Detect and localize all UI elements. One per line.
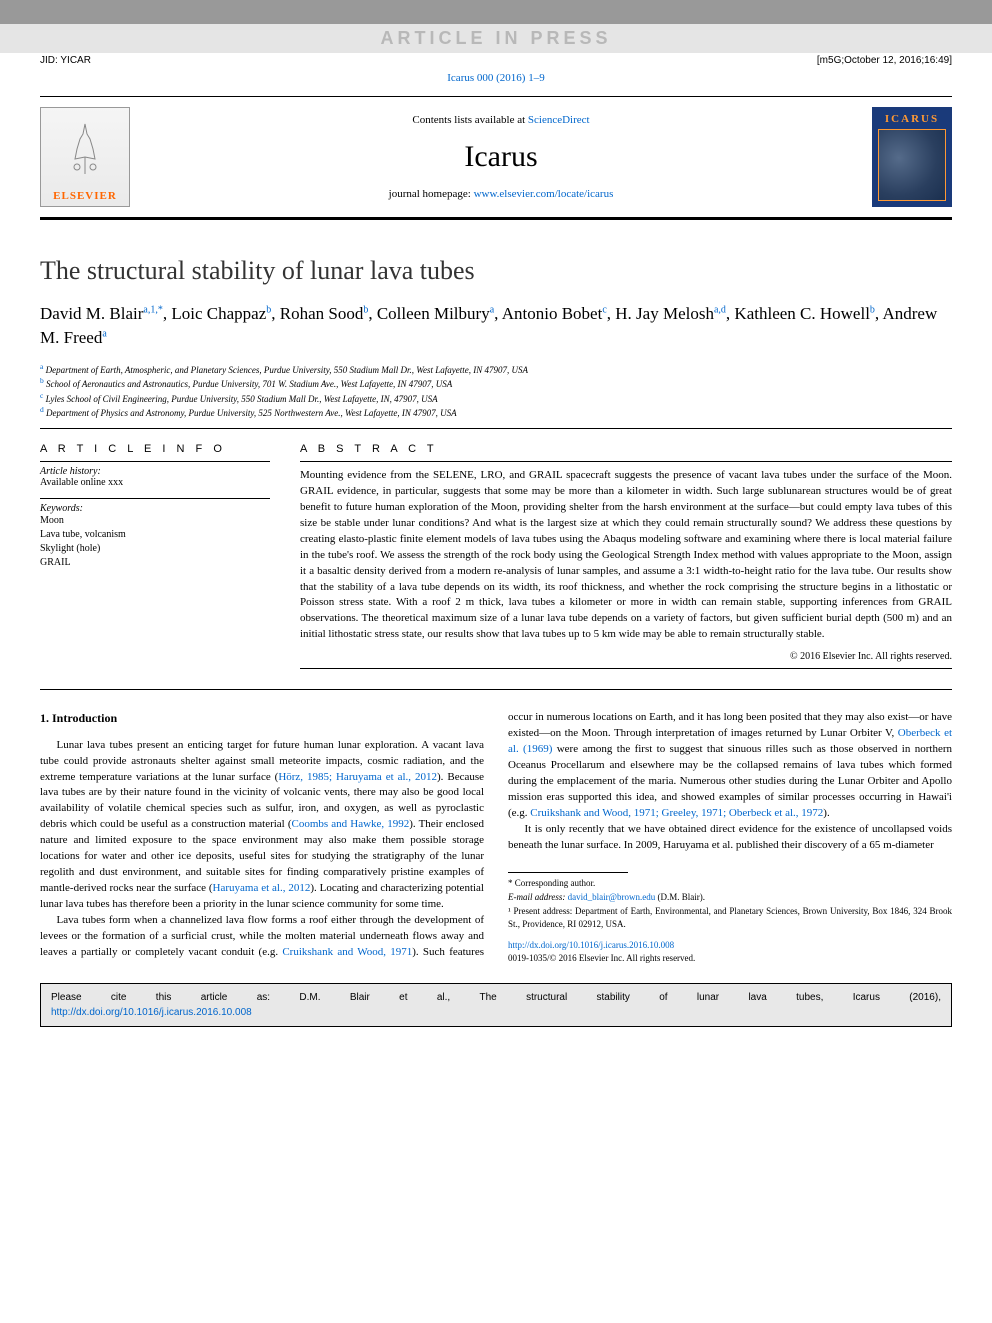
cover-title: ICARUS [885, 113, 939, 125]
issn-text: 0019-1035/© 2016 Elsevier Inc. All right… [508, 953, 695, 963]
para-1: Lunar lava tubes present an enticing tar… [40, 738, 484, 913]
abstract-text: Mounting evidence from the SELENE, LRO, … [300, 468, 952, 643]
cite-box: Please cite this article as: D.M. Blair … [40, 983, 952, 1027]
history-text: Available online xxx [40, 477, 270, 488]
cite-text: Please cite this article as: D.M. Blair … [51, 990, 941, 1005]
abstract: a b s t r a c t Mounting evidence from t… [300, 443, 952, 675]
journal-title: Icarus [130, 140, 872, 174]
body-text: 1. Introduction Lunar lava tubes present… [40, 710, 952, 965]
email-link[interactable]: david_blair@brown.edu [568, 892, 656, 902]
elsevier-logo: ELSEVIER [40, 107, 130, 207]
rule [40, 428, 952, 429]
elsevier-label: ELSEVIER [53, 190, 117, 206]
ref-link[interactable]: Hörz, 1985; Haruyama et al., 2012 [278, 771, 437, 783]
article-in-press-label: ARTICLE IN PRESS [380, 28, 611, 48]
para-3: It is only recently that we have obtaine… [508, 822, 952, 854]
jid-line: JID: YICAR [m5G;October 12, 2016;16:49] [0, 53, 992, 68]
journal-cover: ICARUS [872, 107, 952, 207]
copyright: © 2016 Elsevier Inc. All rights reserved… [300, 651, 952, 662]
ref-link[interactable]: Cruikshank and Wood, 1971 [282, 946, 412, 958]
authors: David M. Blaira,1,*, Loic Chappazb, Roha… [40, 302, 952, 350]
ref-link[interactable]: Haruyama et al., 2012 [213, 882, 311, 894]
present-address: ¹ Present address: Department of Earth, … [508, 905, 952, 931]
homepage-line: journal homepage: www.elsevier.com/locat… [130, 188, 872, 200]
contents-line: Contents lists available at ScienceDirec… [130, 114, 872, 126]
top-gray-bar [0, 0, 992, 24]
footnotes: * Corresponding author. E-mail address: … [508, 872, 952, 965]
history-label: Article history: [40, 466, 270, 477]
doi-link[interactable]: http://dx.doi.org/10.1016/j.icarus.2016.… [508, 940, 674, 950]
corresponding-author: * Corresponding author. [508, 877, 952, 890]
journal-header: ELSEVIER Contents lists available at Sci… [40, 96, 952, 220]
email-line: E-mail address: david_blair@brown.edu (D… [508, 891, 952, 904]
article-info-heading: a r t i c l e i n f o [40, 443, 270, 455]
homepage-pre: journal homepage: [389, 188, 474, 200]
sciencedirect-link[interactable]: ScienceDirect [528, 114, 590, 126]
jid-text: JID: YICAR [40, 55, 91, 66]
stamp-text: [m5G;October 12, 2016;16:49] [817, 55, 952, 66]
abstract-heading: a b s t r a c t [300, 443, 952, 455]
keywords-list: MoonLava tube, volcanismSkylight (hole)G… [40, 514, 270, 570]
top-citation-link[interactable]: Icarus 000 (2016) 1–9 [447, 72, 544, 84]
ref-link[interactable]: Cruikshank and Wood, 1971; Greeley, 1971… [530, 807, 823, 819]
homepage-link[interactable]: www.elsevier.com/locate/icarus [474, 188, 614, 200]
cite-doi-link[interactable]: http://dx.doi.org/10.1016/j.icarus.2016.… [51, 1007, 252, 1018]
rule [40, 689, 952, 690]
contents-pre: Contents lists available at [412, 114, 527, 126]
ref-link[interactable]: Coombs and Hawke, 1992 [292, 818, 410, 830]
article-info: a r t i c l e i n f o Article history: A… [40, 443, 270, 675]
article-in-press-band: ARTICLE IN PRESS [0, 24, 992, 53]
keywords-label: Keywords: [40, 503, 270, 514]
affiliations: a Department of Earth, Atmospheric, and … [40, 362, 952, 420]
paper-title: The structural stability of lunar lava t… [40, 256, 952, 286]
cover-image [878, 129, 946, 201]
top-citation: Icarus 000 (2016) 1–9 [0, 68, 992, 88]
elsevier-tree-icon [55, 108, 115, 190]
intro-heading: 1. Introduction [40, 710, 484, 727]
header-center: Contents lists available at ScienceDirec… [130, 114, 872, 200]
